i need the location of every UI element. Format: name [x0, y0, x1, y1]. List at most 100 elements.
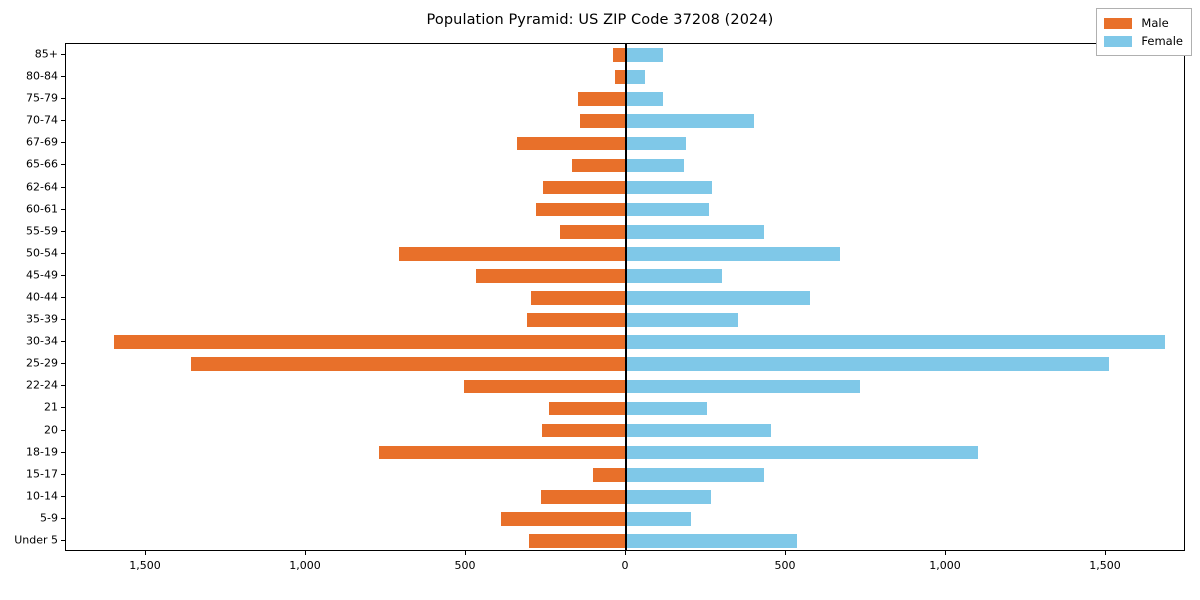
bar-female[interactable] [626, 180, 713, 195]
x-axis-tick-label: 1,500 [129, 559, 161, 572]
y-axis-tick-label: 70-74 [26, 113, 58, 127]
bar-male[interactable] [464, 379, 626, 394]
bar-row [66, 246, 1184, 261]
bar-row [66, 489, 1184, 504]
bar-female[interactable] [626, 401, 707, 416]
bar-male[interactable] [578, 92, 626, 107]
y-axis-tick-label: 65-66 [26, 157, 58, 171]
bar-row [66, 136, 1184, 151]
legend-item-female[interactable]: Female [1104, 32, 1183, 50]
bar-male[interactable] [475, 269, 626, 283]
bar-row [66, 114, 1184, 129]
bar-female[interactable] [626, 379, 860, 394]
bar-row [66, 291, 1184, 305]
bar-female[interactable] [626, 202, 709, 217]
y-axis-tick-label: 67-69 [26, 135, 58, 149]
bar-female[interactable] [626, 158, 684, 173]
y-axis-tick-label: 15-17 [26, 467, 58, 481]
bar-male[interactable] [548, 401, 626, 416]
bars-layer [66, 44, 1184, 550]
x-axis-tick-label: 1,500 [1089, 559, 1121, 572]
x-axis-tick-mark [785, 551, 786, 555]
zero-axis-line [625, 44, 627, 550]
y-axis-tick-label: 75-79 [26, 91, 58, 105]
bar-male[interactable] [542, 423, 626, 438]
bar-male[interactable] [517, 136, 626, 151]
legend-label-male: Male [1141, 16, 1169, 30]
bar-row [66, 534, 1184, 548]
bar-female[interactable] [626, 357, 1110, 372]
bar-male[interactable] [613, 48, 626, 62]
bar-male[interactable] [559, 224, 626, 239]
bar-female[interactable] [626, 335, 1166, 349]
bar-male[interactable] [398, 246, 626, 261]
bar-row [66, 48, 1184, 62]
bar-row [66, 467, 1184, 482]
bar-row [66, 202, 1184, 217]
bar-row [66, 445, 1184, 460]
bar-female[interactable] [626, 114, 754, 129]
bar-female[interactable] [626, 70, 645, 84]
y-axis-tick-label: 18-19 [26, 445, 58, 459]
x-axis-tick-mark [145, 551, 146, 555]
bar-female[interactable] [626, 467, 765, 482]
y-axis-tick-label: 25-29 [26, 356, 58, 370]
bar-row [66, 180, 1184, 195]
bar-row [66, 70, 1184, 84]
bar-male[interactable] [579, 114, 626, 129]
x-axis-tick-label: 500 [774, 559, 796, 572]
bar-row [66, 313, 1184, 327]
bar-male[interactable] [593, 467, 626, 482]
x-axis-tick-mark [305, 551, 306, 555]
legend-item-male[interactable]: Male [1104, 14, 1183, 32]
bar-male[interactable] [526, 313, 626, 327]
x-axis-tick-mark [1105, 551, 1106, 555]
y-axis-tick-label: 30-34 [26, 334, 58, 348]
bar-male[interactable] [530, 291, 626, 305]
bar-female[interactable] [626, 136, 687, 151]
bar-female[interactable] [626, 445, 978, 460]
bar-female[interactable] [626, 489, 711, 504]
bar-male[interactable] [543, 180, 626, 195]
bar-male[interactable] [614, 70, 626, 84]
y-axis-tick-label: 20 [44, 423, 58, 437]
bar-female[interactable] [626, 224, 764, 239]
bar-row [66, 357, 1184, 372]
bar-male[interactable] [501, 512, 626, 526]
bar-female[interactable] [626, 246, 841, 261]
y-axis-tick-label: 50-54 [26, 246, 58, 260]
bar-row [66, 158, 1184, 173]
bar-male[interactable] [529, 534, 626, 548]
bar-female[interactable] [626, 512, 691, 526]
bar-male[interactable] [114, 335, 626, 349]
bar-male[interactable] [190, 357, 626, 372]
bar-female[interactable] [626, 269, 722, 283]
bar-male[interactable] [541, 489, 626, 504]
bar-female[interactable] [626, 423, 771, 438]
bar-row [66, 512, 1184, 526]
bar-row [66, 401, 1184, 416]
bar-row [66, 335, 1184, 349]
bar-female[interactable] [626, 534, 798, 548]
x-axis-tick-label: 1,000 [929, 559, 961, 572]
bar-female[interactable] [626, 48, 663, 62]
legend-label-female: Female [1141, 34, 1183, 48]
bar-male[interactable] [536, 202, 626, 217]
y-axis-tick-label: 35-39 [26, 312, 58, 326]
y-axis-tick-label: 80-84 [26, 69, 58, 83]
x-axis-tick-label: 500 [454, 559, 476, 572]
x-axis-tick-mark [465, 551, 466, 555]
y-axis-tick-label: 85+ [34, 47, 58, 61]
bar-male[interactable] [378, 445, 626, 460]
x-axis-tick-label: 0 [621, 559, 629, 572]
bar-female[interactable] [626, 92, 663, 107]
bar-male[interactable] [572, 158, 626, 173]
bar-female[interactable] [626, 291, 810, 305]
y-axis-tick-label: 45-49 [26, 268, 58, 282]
chart-title: Population Pyramid: US ZIP Code 37208 (2… [426, 12, 774, 28]
chart-legend: Male Female [1096, 8, 1192, 56]
bar-row [66, 92, 1184, 107]
bar-female[interactable] [626, 313, 738, 327]
x-axis-tick-mark [945, 551, 946, 555]
